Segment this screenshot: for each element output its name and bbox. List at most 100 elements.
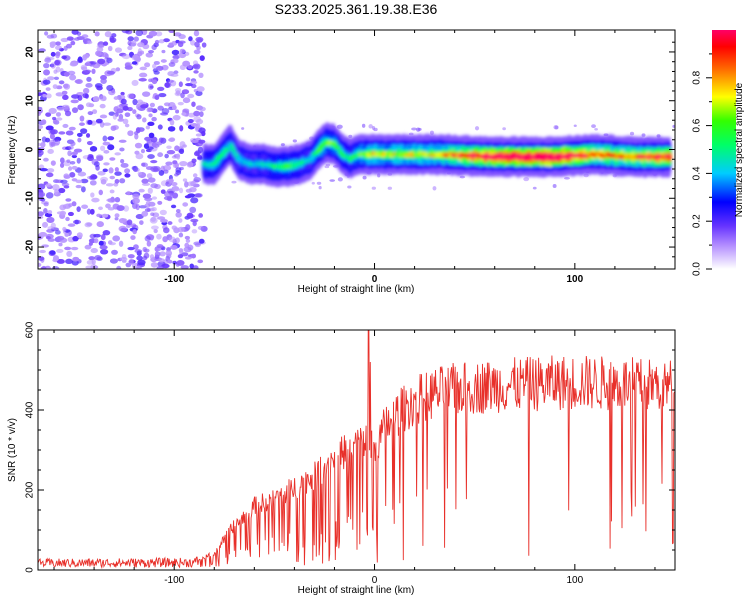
noise-blob xyxy=(190,253,197,259)
noise-blob xyxy=(318,185,322,190)
noise-blob xyxy=(141,178,149,184)
noise-blob xyxy=(59,157,65,164)
noise-blob xyxy=(150,160,158,164)
noise-blob xyxy=(532,186,537,190)
noise-blob xyxy=(119,147,125,152)
noise-blob xyxy=(156,233,162,240)
noise-blob xyxy=(141,210,149,217)
noise-blob xyxy=(99,114,108,119)
noise-blob xyxy=(158,93,167,98)
noise-blob xyxy=(62,83,69,89)
noise-blob xyxy=(325,163,331,167)
noise-blob xyxy=(85,82,93,88)
noise-blob xyxy=(85,102,92,108)
noise-blob xyxy=(163,38,170,43)
noise-blob xyxy=(50,141,56,147)
noise-blob xyxy=(58,242,63,247)
noise-blob xyxy=(89,175,94,180)
noise-blob xyxy=(100,74,107,81)
noise-blob xyxy=(71,94,80,99)
noise-blob xyxy=(87,111,94,116)
noise-blob xyxy=(118,218,127,224)
noise-blob xyxy=(148,132,155,139)
noise-blob xyxy=(71,151,78,155)
noise-blob xyxy=(187,119,194,124)
snr-series-line xyxy=(38,330,675,570)
noise-blob xyxy=(178,248,184,253)
noise-blob xyxy=(76,31,82,36)
noise-blob xyxy=(114,152,121,156)
noise-blob xyxy=(168,179,173,184)
noise-blob xyxy=(141,162,148,168)
noise-blob xyxy=(41,265,47,269)
noise-blob xyxy=(107,136,115,141)
noise-blob xyxy=(99,95,107,102)
noise-blob xyxy=(138,77,147,82)
noise-blob xyxy=(132,193,140,200)
noise-blob xyxy=(132,165,139,172)
noise-blob xyxy=(189,206,197,214)
noise-blob xyxy=(201,42,207,48)
noise-blob xyxy=(131,54,140,61)
noise-blob xyxy=(107,45,113,52)
noise-blob xyxy=(193,70,199,74)
noise-blob xyxy=(194,41,200,48)
noise-blob xyxy=(137,259,146,266)
noise-blob xyxy=(105,203,111,209)
noise-blob xyxy=(55,51,61,57)
noise-blob xyxy=(109,189,115,194)
noise-blob xyxy=(52,84,58,89)
noise-blob xyxy=(83,40,88,45)
noise-blob xyxy=(149,102,155,108)
noise-blob xyxy=(191,158,197,163)
noise-blob xyxy=(68,145,74,150)
noise-blob xyxy=(77,104,84,111)
noise-blob xyxy=(172,192,179,199)
noise-blob xyxy=(161,49,166,54)
noise-blob xyxy=(86,260,94,265)
colorbar-tick-label: 0.4 xyxy=(692,166,703,180)
noise-blob xyxy=(72,256,80,262)
noise-blob xyxy=(86,76,92,82)
noise-blob xyxy=(151,142,157,147)
noise-blob xyxy=(150,166,159,172)
noise-blob xyxy=(98,240,104,246)
y-tick-label: 10 xyxy=(25,95,36,107)
noise-blob xyxy=(186,212,194,219)
noise-blob xyxy=(337,177,343,182)
noise-blob xyxy=(135,214,144,220)
noise-blob xyxy=(139,72,148,78)
noise-blob xyxy=(135,153,144,160)
noise-blob xyxy=(114,171,122,176)
noise-blob xyxy=(87,119,93,125)
noise-blob xyxy=(168,137,176,142)
noise-blob xyxy=(166,145,172,149)
noise-blob xyxy=(96,44,105,49)
noise-blob xyxy=(185,82,193,87)
noise-blob xyxy=(104,31,112,38)
noise-blob xyxy=(55,41,61,46)
noise-blob xyxy=(62,123,69,128)
noise-blob xyxy=(193,176,201,183)
noise-blob xyxy=(39,191,46,197)
noise-blob xyxy=(141,30,148,36)
noise-blob xyxy=(169,119,175,126)
noise-blob xyxy=(50,160,56,166)
noise-blob xyxy=(120,227,127,233)
noise-blob xyxy=(191,229,198,234)
noise-blob xyxy=(167,126,176,132)
noise-blob xyxy=(56,248,64,254)
noise-blob xyxy=(67,223,76,227)
noise-blob xyxy=(75,184,82,189)
noise-blob xyxy=(71,154,78,159)
noise-blob xyxy=(151,116,157,122)
noise-blob xyxy=(79,115,85,122)
noise-blob xyxy=(191,101,196,107)
noise-blob xyxy=(52,184,60,191)
noise-blob xyxy=(190,40,196,46)
noise-blob xyxy=(91,68,96,75)
noise-blob xyxy=(184,235,190,240)
noise-blob xyxy=(43,207,48,214)
noise-blob xyxy=(116,108,124,114)
